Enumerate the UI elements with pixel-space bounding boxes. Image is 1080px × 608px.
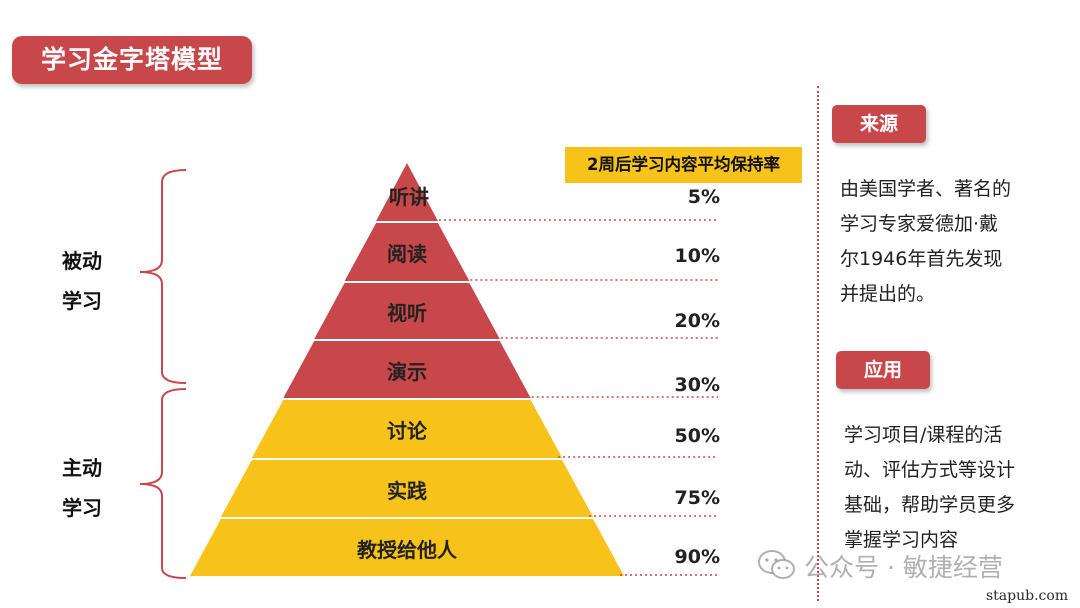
active-brace xyxy=(139,388,187,579)
retention-percent: 20% xyxy=(674,310,720,332)
passive-learning-label: 被动 学习 xyxy=(62,249,102,313)
pyramid-level-label: 讨论 xyxy=(387,419,427,443)
passive-brace xyxy=(139,169,187,384)
pyramid-layer xyxy=(251,400,563,458)
pyramid-layer xyxy=(376,163,438,221)
retention-percent: 90% xyxy=(674,546,720,568)
retention-percent: 5% xyxy=(687,186,720,208)
pyramid-layer xyxy=(220,460,594,517)
pyramid-level-label: 演示 xyxy=(387,359,427,384)
application-text: 学习项目/课程的活 动、评估方式等设计 基础，帮助学员更多 掌握学习内容 xyxy=(844,424,1016,551)
retention-percent: 75% xyxy=(674,487,720,509)
page-title: 学习金字塔模型 xyxy=(12,36,252,84)
pyramid-level-label: 听讲 xyxy=(389,184,429,209)
pyramid-level-label: 教授给他人 xyxy=(357,537,457,562)
retention-percent: 10% xyxy=(674,245,720,267)
watermark: 公众号 · 敏捷经营 xyxy=(804,553,1003,582)
application-tag: 应用 xyxy=(836,351,930,389)
pyramid-layer xyxy=(344,223,470,281)
retention-percent: 30% xyxy=(674,374,720,396)
source-text: 由美国学者、著名的 学习专家爱德加·戴 尔1946年首先发现 并提出的。 xyxy=(840,178,1012,305)
wechat-icon xyxy=(758,550,795,579)
pyramid-layer xyxy=(190,519,624,576)
pyramid-level-label: 视听 xyxy=(387,301,427,325)
pyramid-layer xyxy=(314,283,500,339)
pyramid-level-label: 阅读 xyxy=(387,242,427,266)
pyramid-level-label: 实践 xyxy=(387,478,427,503)
divider-line xyxy=(817,86,819,601)
retention-header: 2周后学习内容平均保持率 xyxy=(565,147,802,183)
site-watermark: stapub.com xyxy=(986,588,1069,604)
pyramid-layer xyxy=(283,341,531,398)
active-learning-label: 主动 学习 xyxy=(62,456,102,520)
source-tag: 来源 xyxy=(832,105,926,143)
retention-percent: 50% xyxy=(674,425,720,447)
